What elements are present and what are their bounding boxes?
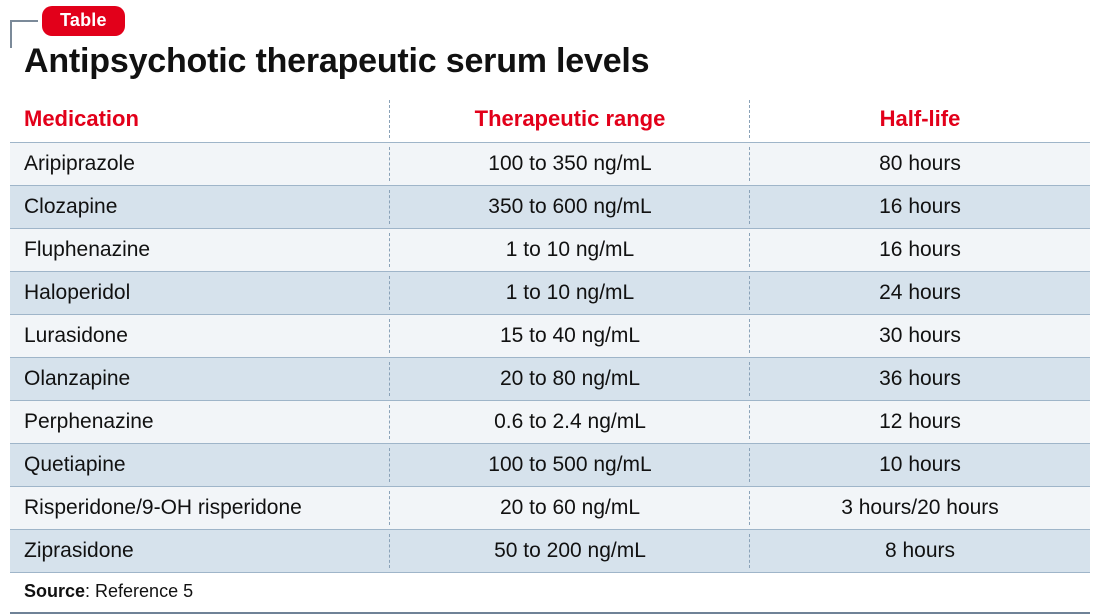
cell-range: 20 to 80 ng/mL [390, 358, 750, 401]
cell-range: 50 to 200 ng/mL [390, 530, 750, 573]
table-body: Aripiprazole100 to 350 ng/mL80 hoursCloz… [10, 143, 1090, 573]
cell-halflife: 3 hours/20 hours [750, 487, 1090, 530]
serum-levels-table: Medication Therapeutic range Half-life A… [10, 96, 1090, 614]
cell-range: 20 to 60 ng/mL [390, 487, 750, 530]
table-row: Ziprasidone50 to 200 ng/mL8 hours [10, 530, 1090, 573]
cell-range: 350 to 600 ng/mL [390, 186, 750, 229]
cell-range: 1 to 10 ng/mL [390, 229, 750, 272]
table-header-row: Medication Therapeutic range Half-life [10, 96, 1090, 143]
table-source-row: Source: Reference 5 [10, 573, 1090, 614]
table-title: Antipsychotic therapeutic serum levels [24, 42, 649, 81]
cell-medication: Clozapine [10, 186, 390, 229]
cell-halflife: 10 hours [750, 444, 1090, 487]
cell-range: 100 to 350 ng/mL [390, 143, 750, 186]
table-row: Clozapine350 to 600 ng/mL16 hours [10, 186, 1090, 229]
cell-medication: Fluphenazine [10, 229, 390, 272]
cell-range: 100 to 500 ng/mL [390, 444, 750, 487]
cell-medication: Quetiapine [10, 444, 390, 487]
table-row: Quetiapine100 to 500 ng/mL10 hours [10, 444, 1090, 487]
table-figure: Table Antipsychotic therapeutic serum le… [0, 0, 1100, 616]
cell-range: 1 to 10 ng/mL [390, 272, 750, 315]
table-row: Olanzapine20 to 80 ng/mL36 hours [10, 358, 1090, 401]
table-source-cell: Source: Reference 5 [10, 573, 1090, 614]
col-header-range: Therapeutic range [390, 96, 750, 143]
cell-halflife: 16 hours [750, 229, 1090, 272]
source-value: : Reference 5 [85, 581, 193, 601]
cell-halflife: 36 hours [750, 358, 1090, 401]
cell-medication: Ziprasidone [10, 530, 390, 573]
cell-medication: Aripiprazole [10, 143, 390, 186]
table-row: Risperidone/9-OH risperidone20 to 60 ng/… [10, 487, 1090, 530]
cell-medication: Lurasidone [10, 315, 390, 358]
cell-range: 15 to 40 ng/mL [390, 315, 750, 358]
cell-medication: Perphenazine [10, 401, 390, 444]
table-badge: Table [42, 6, 125, 36]
cell-halflife: 30 hours [750, 315, 1090, 358]
cell-medication: Haloperidol [10, 272, 390, 315]
cell-halflife: 8 hours [750, 530, 1090, 573]
cell-halflife: 80 hours [750, 143, 1090, 186]
cell-halflife: 12 hours [750, 401, 1090, 444]
table-row: Fluphenazine1 to 10 ng/mL16 hours [10, 229, 1090, 272]
col-header-halflife: Half-life [750, 96, 1090, 143]
table-row: Perphenazine0.6 to 2.4 ng/mL12 hours [10, 401, 1090, 444]
cell-halflife: 16 hours [750, 186, 1090, 229]
cell-medication: Risperidone/9-OH risperidone [10, 487, 390, 530]
source-label: Source [24, 581, 85, 601]
col-header-medication: Medication [10, 96, 390, 143]
cell-range: 0.6 to 2.4 ng/mL [390, 401, 750, 444]
table-row: Lurasidone15 to 40 ng/mL30 hours [10, 315, 1090, 358]
table-row: Haloperidol1 to 10 ng/mL24 hours [10, 272, 1090, 315]
cell-medication: Olanzapine [10, 358, 390, 401]
table-row: Aripiprazole100 to 350 ng/mL80 hours [10, 143, 1090, 186]
cell-halflife: 24 hours [750, 272, 1090, 315]
